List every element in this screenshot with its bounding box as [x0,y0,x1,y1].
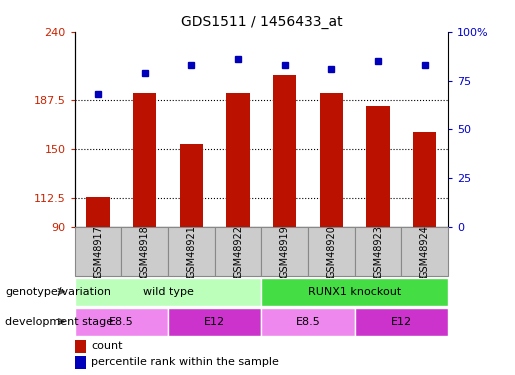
Text: genotype/variation: genotype/variation [5,286,111,297]
Bar [75,340,86,352]
Bar [75,278,261,306]
Bar [122,227,168,276]
Text: E12: E12 [391,316,412,327]
Bar [320,93,343,227]
Bar [75,227,122,276]
Bar [168,308,261,336]
Bar [75,308,168,336]
Text: E8.5: E8.5 [296,316,320,327]
Bar [75,356,86,369]
Bar [227,93,250,227]
Text: E8.5: E8.5 [109,316,134,327]
Bar [261,278,448,306]
Bar [308,227,355,276]
Bar [401,227,448,276]
Bar [215,227,261,276]
Text: development stage: development stage [5,316,113,327]
Text: wild type: wild type [143,286,194,297]
Text: count: count [92,341,123,351]
Bar [180,144,203,227]
Bar [355,308,448,336]
Bar [413,132,436,227]
Bar [168,227,215,276]
Bar [133,93,157,227]
Text: percentile rank within the sample: percentile rank within the sample [92,357,279,367]
Bar [355,227,401,276]
Text: GSM48919: GSM48919 [280,225,290,278]
Text: GSM48921: GSM48921 [186,225,196,278]
Text: GSM48922: GSM48922 [233,225,243,278]
Bar [261,227,308,276]
Text: GSM48917: GSM48917 [93,225,103,278]
Title: GDS1511 / 1456433_at: GDS1511 / 1456433_at [181,15,342,30]
Text: GSM48923: GSM48923 [373,225,383,278]
Text: RUNX1 knockout: RUNX1 knockout [308,286,401,297]
Bar [261,308,355,336]
Bar [87,197,110,227]
Text: E12: E12 [204,316,225,327]
Bar [366,106,390,227]
Text: GSM48920: GSM48920 [327,225,336,278]
Bar [273,75,296,227]
Text: GSM48918: GSM48918 [140,225,150,278]
Text: GSM48924: GSM48924 [420,225,430,278]
